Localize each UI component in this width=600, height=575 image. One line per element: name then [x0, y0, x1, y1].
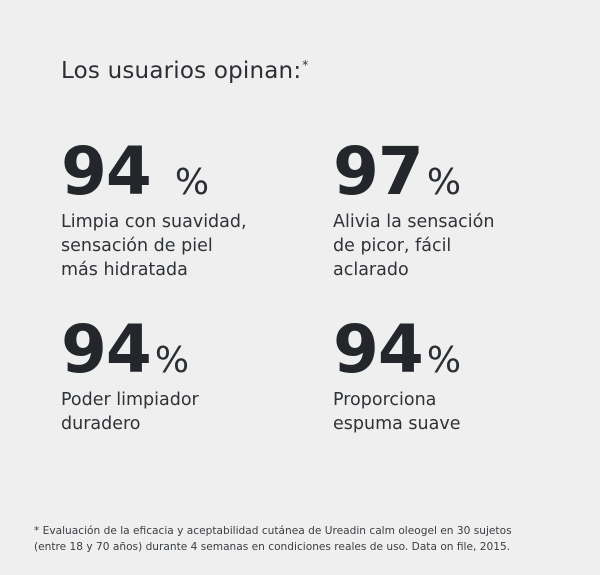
stat-description-line: de picor, fácil — [333, 236, 452, 256]
stat-description: Alivia la sensación de picor, fácil acla… — [333, 210, 593, 282]
stat-block-itch-relief: 97 % Alivia la sensación de picor, fácil… — [333, 138, 593, 282]
stat-figure: 94 % — [333, 316, 593, 384]
stat-description: Proporciona espuma suave — [333, 388, 593, 436]
page-title: Los usuarios opinan:* — [61, 58, 308, 84]
footnote-line: * Evaluación de la eficacia y aceptabili… — [34, 525, 512, 537]
stat-description-line: Alivia la sensación — [333, 212, 495, 232]
stat-description-line: duradero — [61, 414, 141, 434]
stat-value: 94 — [61, 311, 152, 388]
stat-unit: % — [174, 162, 210, 203]
stat-description-line: Proporciona — [333, 390, 437, 410]
stat-description: Limpia con suavidad, sensación de piel m… — [61, 210, 321, 282]
stat-block-soft-foam: 94 % Proporciona espuma suave — [333, 316, 593, 436]
stat-description-line: más hidratada — [61, 260, 188, 280]
stat-figure: 94 % — [61, 138, 321, 206]
stat-description-line: Limpia con suavidad, — [61, 212, 247, 232]
stat-description: Poder limpiador duradero — [61, 388, 321, 436]
stat-figure: 97 % — [333, 138, 593, 206]
footnote: * Evaluación de la eficacia y aceptabili… — [34, 523, 512, 555]
stat-block-lasting-clean: 94 % Poder limpiador duradero — [61, 316, 321, 436]
title-asterisk: * — [302, 58, 309, 72]
stat-description-line: aclarado — [333, 260, 409, 280]
stat-description-line: sensación de piel — [61, 236, 213, 256]
stat-description-line: Poder limpiador — [61, 390, 199, 410]
stat-description-line: espuma suave — [333, 414, 461, 434]
stat-unit: % — [154, 340, 190, 381]
page-title-text: Los usuarios opinan: — [61, 58, 302, 84]
stat-unit: % — [426, 162, 462, 203]
stat-unit: % — [426, 340, 462, 381]
stat-value: 97 — [333, 133, 424, 210]
stat-block-cleansing: 94 % Limpia con suavidad, sensación de p… — [61, 138, 321, 282]
stat-value: 94 — [333, 311, 424, 388]
footnote-line: (entre 18 y 70 años) durante 4 semanas e… — [34, 541, 511, 553]
stat-value: 94 — [61, 133, 152, 210]
stat-figure: 94 % — [61, 316, 321, 384]
